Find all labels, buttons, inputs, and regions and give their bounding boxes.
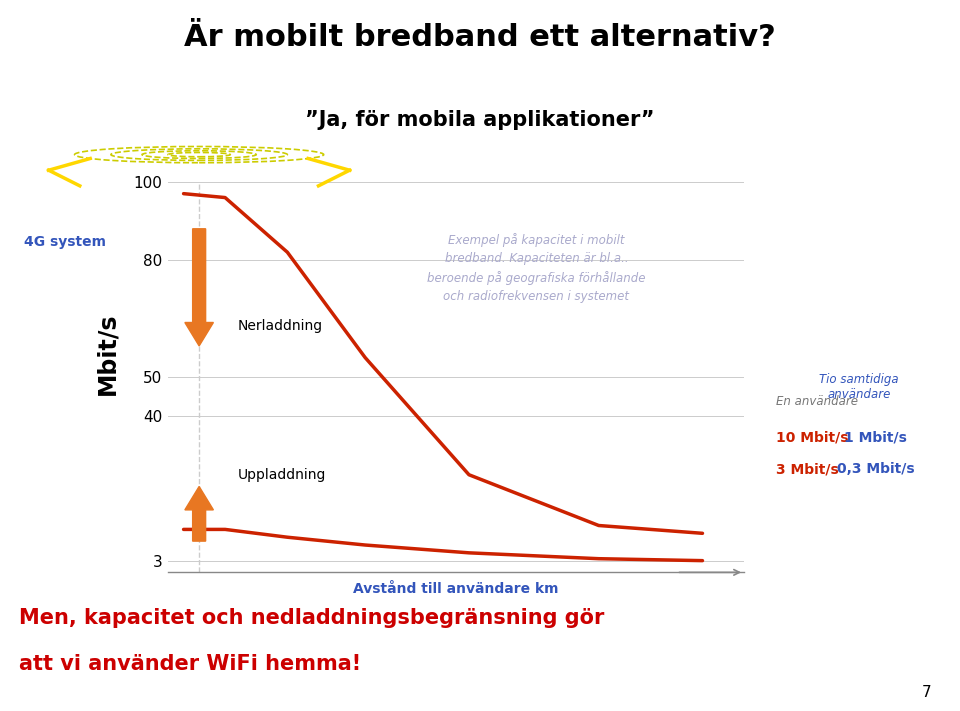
Text: 7: 7 [922,685,931,700]
Text: 1 Mbit/s: 1 Mbit/s [844,430,907,444]
Text: 3 Mbit/s: 3 Mbit/s [776,462,838,476]
FancyArrow shape [185,229,213,346]
Text: Uppladdning: Uppladdning [238,468,326,482]
Text: 4G system: 4G system [24,235,106,249]
Text: 10 Mbit/s: 10 Mbit/s [776,430,849,444]
Text: Nerladdning: Nerladdning [238,319,324,333]
Y-axis label: Mbit/s: Mbit/s [96,312,120,395]
Text: ”Ja, för mobila applikationer”: ”Ja, för mobila applikationer” [305,110,655,130]
Text: Avstånd till användare km: Avstånd till användare km [353,582,559,596]
Text: att vi använder WiFi hemma!: att vi använder WiFi hemma! [19,654,361,674]
Text: Men, kapacitet och nedladdningsbegränsning gör: Men, kapacitet och nedladdningsbegränsni… [19,608,605,628]
FancyArrow shape [185,486,213,541]
Text: En användare: En användare [776,395,857,408]
Text: Exempel på kapacitet i mobilt
bredband. Kapaciteten är bl.a..
beroende på geogra: Exempel på kapacitet i mobilt bredband. … [427,233,646,303]
Text: Är mobilt bredband ett alternativ?: Är mobilt bredband ett alternativ? [184,23,776,52]
Text: Tio samtidiga
användare: Tio samtidiga användare [820,373,899,402]
Text: 0,3 Mbit/s: 0,3 Mbit/s [837,462,914,476]
